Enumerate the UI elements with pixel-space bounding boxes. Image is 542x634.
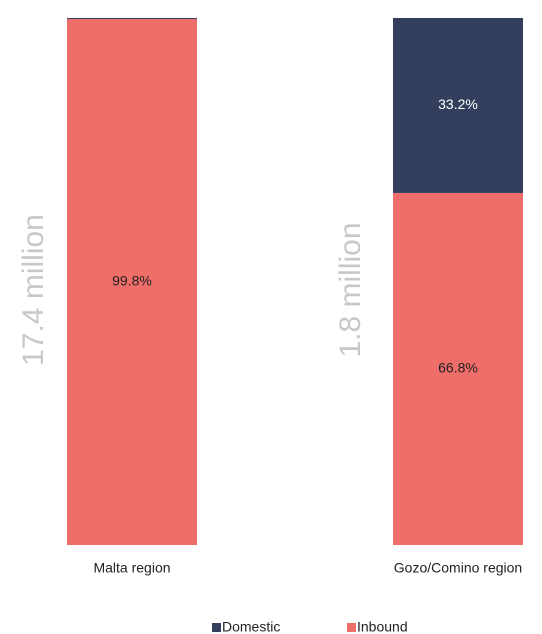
x-tick-label: Malta region <box>93 560 170 576</box>
bar-segment <box>67 18 197 20</box>
legend-label: Inbound <box>357 619 408 634</box>
x-tick-label: Gozo/Comino region <box>394 560 522 576</box>
bar-segment <box>67 19 197 545</box>
legend-swatch <box>212 623 221 632</box>
data-label: 99.8% <box>112 273 152 289</box>
legend-label: Domestic <box>222 619 280 634</box>
bar-segment <box>393 192 523 546</box>
total-annotation: 17.4 million <box>17 214 50 366</box>
data-label: 66.8% <box>438 360 478 376</box>
total-annotation: 1.8 million <box>334 222 367 357</box>
bar-segment <box>393 18 523 193</box>
legend-swatch <box>347 623 356 632</box>
data-label: 33.2% <box>438 96 478 112</box>
